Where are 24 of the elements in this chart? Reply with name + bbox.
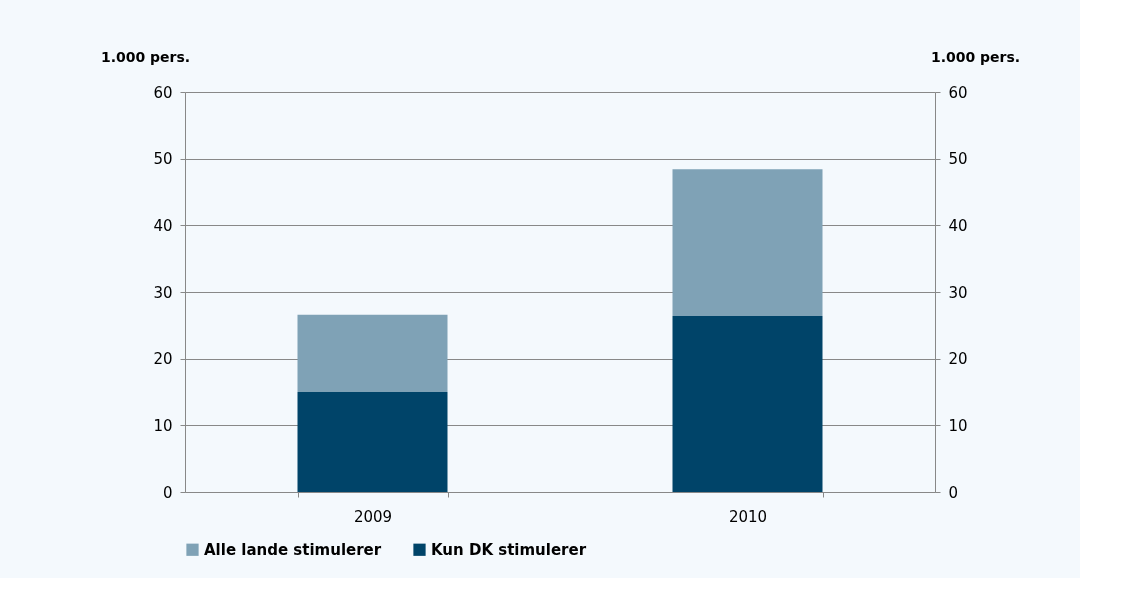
y2-tick-label: 40 bbox=[948, 216, 968, 235]
legend-label: Kun DK stimulerer bbox=[431, 540, 587, 559]
y-tick-label: 10 bbox=[153, 416, 173, 435]
y-tick-label: 60 bbox=[153, 83, 173, 102]
legend-label: Alle lande stimulerer bbox=[204, 540, 382, 559]
y-tick-label: 50 bbox=[153, 150, 173, 169]
bar bbox=[297, 314, 448, 392]
y-tick-label: 30 bbox=[153, 283, 173, 302]
bar bbox=[297, 392, 448, 492]
y2-tick-label: 20 bbox=[948, 350, 968, 369]
y2-axis-title: 1.000 pers. bbox=[930, 48, 1021, 65]
y2-tick-label: 50 bbox=[948, 150, 968, 169]
y2-tick-label: 30 bbox=[948, 283, 968, 302]
x-tick-label: 2009 bbox=[353, 507, 393, 526]
y-tick-label: 40 bbox=[153, 216, 173, 235]
y-tick-label: 0 bbox=[162, 483, 173, 502]
y2-tick-label: 10 bbox=[948, 416, 968, 435]
x-tick-label: 2010 bbox=[728, 507, 768, 526]
bar bbox=[672, 316, 823, 492]
y2-tick-label: 60 bbox=[948, 83, 968, 102]
y-tick-label: 20 bbox=[153, 350, 173, 369]
y2-tick-label: 0 bbox=[948, 483, 959, 502]
bar bbox=[672, 169, 823, 316]
y-axis-title: 1.000 pers. bbox=[100, 48, 191, 65]
